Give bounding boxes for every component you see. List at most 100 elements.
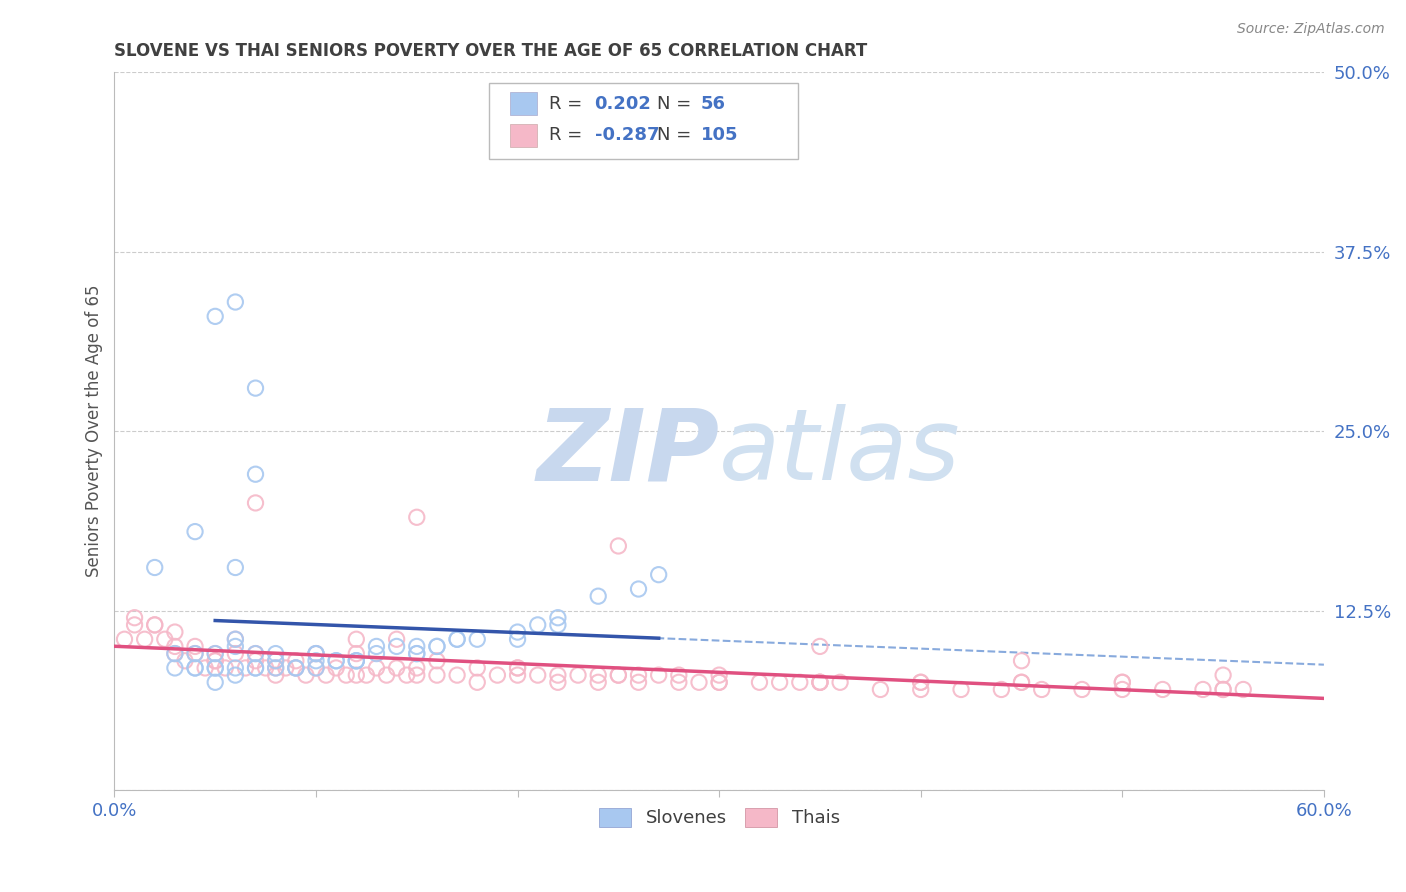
- Point: [385, 640, 408, 654]
- Text: N =: N =: [658, 127, 692, 145]
- Point: [808, 675, 831, 690]
- Point: [688, 675, 710, 690]
- Point: [1111, 682, 1133, 697]
- Point: [567, 668, 589, 682]
- Point: [184, 647, 207, 661]
- Point: [184, 661, 207, 675]
- Point: [124, 611, 146, 625]
- Point: [295, 668, 318, 682]
- Point: [506, 661, 529, 675]
- Point: [284, 661, 307, 675]
- Point: [910, 682, 932, 697]
- Point: [910, 675, 932, 690]
- Point: [264, 661, 287, 675]
- Point: [506, 668, 529, 682]
- Point: [506, 661, 529, 675]
- Text: SLOVENE VS THAI SENIORS POVERTY OVER THE AGE OF 65 CORRELATION CHART: SLOVENE VS THAI SENIORS POVERTY OVER THE…: [114, 42, 868, 60]
- Point: [1232, 682, 1254, 697]
- Point: [204, 647, 226, 661]
- Point: [366, 661, 388, 675]
- Point: [254, 661, 277, 675]
- Point: [426, 654, 449, 668]
- Point: [426, 668, 449, 682]
- Point: [143, 560, 166, 574]
- Point: [1111, 675, 1133, 690]
- Point: [465, 661, 488, 675]
- Point: [163, 625, 186, 640]
- Point: [405, 647, 427, 661]
- Point: [547, 611, 569, 625]
- Point: [607, 668, 630, 682]
- Point: [1212, 668, 1234, 682]
- Point: [325, 654, 347, 668]
- Point: [426, 640, 449, 654]
- Point: [830, 675, 852, 690]
- Point: [344, 654, 367, 668]
- Point: [224, 661, 246, 675]
- Text: ZIP: ZIP: [536, 404, 718, 501]
- Point: [607, 668, 630, 682]
- Point: [335, 668, 357, 682]
- Point: [668, 668, 690, 682]
- Point: [344, 654, 367, 668]
- Point: [707, 675, 730, 690]
- Point: [1011, 675, 1033, 690]
- Point: [204, 675, 226, 690]
- Point: [910, 675, 932, 690]
- Point: [325, 661, 347, 675]
- Point: [1212, 682, 1234, 697]
- Text: 56: 56: [702, 95, 725, 113]
- Point: [235, 661, 257, 675]
- Point: [586, 589, 609, 603]
- Point: [204, 661, 226, 675]
- Point: [547, 618, 569, 632]
- Point: [446, 632, 468, 647]
- Point: [224, 668, 246, 682]
- Point: [385, 632, 408, 647]
- Point: [1192, 682, 1215, 697]
- Point: [194, 661, 217, 675]
- Point: [204, 654, 226, 668]
- Point: [153, 632, 176, 647]
- Point: [808, 640, 831, 654]
- Point: [344, 647, 367, 661]
- Point: [264, 654, 287, 668]
- Point: [204, 647, 226, 661]
- Point: [305, 661, 328, 675]
- Point: [1111, 675, 1133, 690]
- Point: [143, 618, 166, 632]
- Point: [305, 647, 328, 661]
- Point: [305, 654, 328, 668]
- Point: [344, 668, 367, 682]
- Point: [305, 647, 328, 661]
- Point: [305, 647, 328, 661]
- Point: [808, 675, 831, 690]
- Point: [405, 661, 427, 675]
- Point: [224, 632, 246, 647]
- Point: [990, 682, 1012, 697]
- Point: [526, 618, 548, 632]
- Point: [627, 582, 650, 596]
- Point: [163, 640, 186, 654]
- Text: N =: N =: [658, 95, 692, 113]
- Point: [163, 647, 186, 661]
- Point: [586, 668, 609, 682]
- Point: [245, 647, 267, 661]
- Point: [143, 618, 166, 632]
- Point: [547, 675, 569, 690]
- Point: [264, 661, 287, 675]
- Point: [446, 632, 468, 647]
- Point: [366, 647, 388, 661]
- Point: [224, 632, 246, 647]
- Point: [395, 668, 418, 682]
- Point: [356, 668, 378, 682]
- Point: [1011, 675, 1033, 690]
- Point: [305, 661, 328, 675]
- Point: [245, 661, 267, 675]
- Point: [284, 661, 307, 675]
- Point: [789, 675, 811, 690]
- Point: [769, 675, 792, 690]
- Text: R =: R =: [548, 95, 582, 113]
- Point: [344, 654, 367, 668]
- Point: [284, 654, 307, 668]
